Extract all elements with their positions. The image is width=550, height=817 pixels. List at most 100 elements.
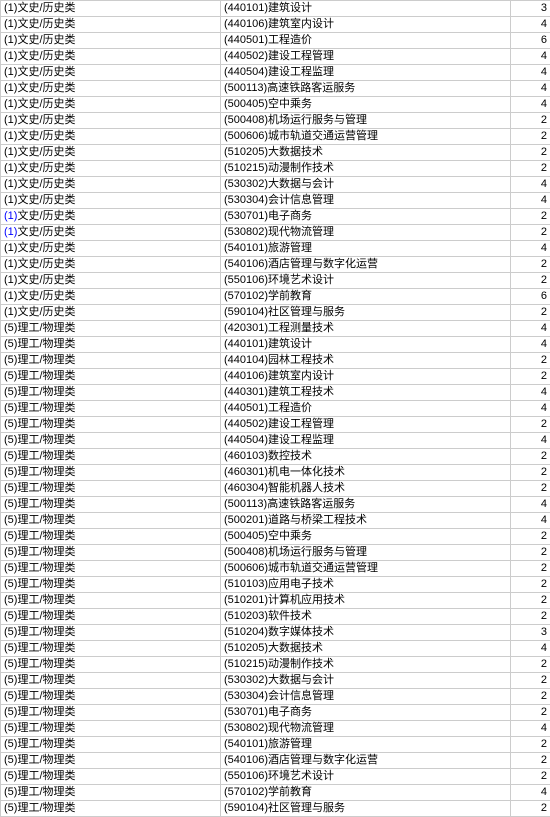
- course-code: (440101): [224, 338, 268, 350]
- category-text: 理工/物理类: [17, 322, 75, 334]
- category-text: 理工/物理类: [17, 770, 75, 782]
- number-cell: 2: [511, 353, 550, 369]
- category-text: 文史/历史类: [17, 82, 75, 94]
- category-code: (1): [4, 226, 17, 238]
- category-text: 理工/物理类: [17, 642, 75, 654]
- category-cell: (1)文史/历史类: [1, 33, 221, 49]
- course-cell: (540101)旅游管理: [221, 241, 511, 257]
- course-cell: (530701)电子商务: [221, 705, 511, 721]
- number-cell: 4: [511, 785, 550, 801]
- category-cell: (5)理工/物理类: [1, 529, 221, 545]
- course-cell: (510215)动漫制作技术: [221, 161, 511, 177]
- course-text: 环境艺术设计: [268, 274, 334, 286]
- course-cell: (510201)计算机应用技术: [221, 593, 511, 609]
- category-cell: (5)理工/物理类: [1, 433, 221, 449]
- category-text: 理工/物理类: [17, 434, 75, 446]
- course-code: (460304): [224, 482, 268, 494]
- category-text: 文史/历史类: [17, 2, 75, 14]
- course-text: 大数据与会计: [268, 178, 334, 190]
- category-text: 理工/物理类: [17, 754, 75, 766]
- course-code: (440106): [224, 370, 268, 382]
- course-code: (500405): [224, 530, 268, 542]
- category-text: 理工/物理类: [17, 482, 75, 494]
- table-row: (5)理工/物理类(510103)应用电子技术2: [1, 577, 550, 593]
- course-cell: (530302)大数据与会计: [221, 177, 511, 193]
- course-code: (440501): [224, 402, 268, 414]
- course-cell: (500606)城市轨道交通运营管理: [221, 561, 511, 577]
- table-row: (1)文史/历史类(510205)大数据技术2: [1, 145, 550, 161]
- course-code: (500113): [224, 82, 267, 94]
- course-code: (510103): [224, 578, 268, 590]
- course-code: (440502): [224, 50, 268, 62]
- number-cell: 2: [511, 305, 550, 321]
- course-cell: (510205)大数据技术: [221, 641, 511, 657]
- course-cell: (530304)会计信息管理: [221, 689, 511, 705]
- category-cell: (1)文史/历史类: [1, 97, 221, 113]
- course-text: 学前教育: [268, 290, 312, 302]
- course-code: (540101): [224, 738, 268, 750]
- table-row: (5)理工/物理类(550106)环境艺术设计2: [1, 769, 550, 785]
- category-text: 理工/物理类: [17, 418, 75, 430]
- course-text: 机场运行服务与管理: [268, 546, 367, 558]
- number-cell: 2: [511, 113, 550, 129]
- category-text: 理工/物理类: [17, 802, 75, 814]
- course-code: (510201): [224, 594, 268, 606]
- course-code: (500606): [224, 562, 268, 574]
- table-row: (1)文史/历史类(440101)建筑设计3: [1, 1, 550, 17]
- category-code: (5): [4, 786, 17, 798]
- category-code: (5): [4, 434, 17, 446]
- number-cell: 4: [511, 177, 550, 193]
- table-row: (5)理工/物理类(510215)动漫制作技术2: [1, 657, 550, 673]
- number-cell: 4: [511, 49, 550, 65]
- category-text: 理工/物理类: [17, 738, 75, 750]
- course-text: 酒店管理与数字化运营: [268, 754, 378, 766]
- category-cell: (5)理工/物理类: [1, 449, 221, 465]
- number-cell: 3: [511, 625, 550, 641]
- category-cell: (1)文史/历史类: [1, 273, 221, 289]
- table-row: (5)理工/物理类(590104)社区管理与服务2: [1, 801, 550, 817]
- course-text: 现代物流管理: [268, 722, 334, 734]
- table-row: (1)文史/历史类(500606)城市轨道交通运营管理2: [1, 129, 550, 145]
- number-cell: 2: [511, 689, 550, 705]
- course-text: 空中乘务: [268, 98, 312, 110]
- course-text: 工程造价: [268, 34, 312, 46]
- category-text: 文史/历史类: [17, 226, 75, 238]
- category-cell: (5)理工/物理类: [1, 353, 221, 369]
- course-text: 建筑工程技术: [268, 386, 334, 398]
- number-cell: 2: [511, 417, 550, 433]
- category-text: 理工/物理类: [17, 594, 75, 606]
- course-code: (440101): [224, 2, 268, 14]
- category-text: 文史/历史类: [17, 194, 75, 206]
- category-code: (1): [4, 50, 17, 62]
- number-cell: 4: [511, 513, 550, 529]
- category-code: (5): [4, 770, 17, 782]
- course-cell: (440502)建设工程管理: [221, 49, 511, 65]
- table-row: (5)理工/物理类(540101)旅游管理2: [1, 737, 550, 753]
- course-cell: (460301)机电一体化技术: [221, 465, 511, 481]
- category-text: 理工/物理类: [17, 690, 75, 702]
- course-text: 学前教育: [268, 786, 312, 798]
- course-code: (500201): [224, 514, 268, 526]
- category-cell: (5)理工/物理类: [1, 753, 221, 769]
- course-code: (590104): [224, 802, 268, 814]
- course-text: 道路与桥梁工程技术: [268, 514, 367, 526]
- course-text: 计算机应用技术: [268, 594, 345, 606]
- category-code: (1): [4, 130, 17, 142]
- table-row: (5)理工/物理类(460103)数控技术2: [1, 449, 550, 465]
- course-cell: (550106)环境艺术设计: [221, 273, 511, 289]
- category-code: (5): [4, 626, 17, 638]
- category-cell: (1)文史/历史类: [1, 145, 221, 161]
- table-row: (5)理工/物理类(440101)建筑设计4: [1, 337, 550, 353]
- category-code: (1): [4, 258, 17, 270]
- course-text: 大数据与会计: [268, 674, 334, 686]
- category-text: 理工/物理类: [17, 370, 75, 382]
- category-text: 文史/历史类: [17, 98, 75, 110]
- course-cell: (500201)道路与桥梁工程技术: [221, 513, 511, 529]
- number-cell: 6: [511, 289, 550, 305]
- course-code: (530701): [224, 210, 268, 222]
- course-text: 会计信息管理: [268, 194, 334, 206]
- category-code: (1): [4, 194, 17, 206]
- category-cell: (5)理工/物理类: [1, 481, 221, 497]
- course-code: (500408): [224, 546, 268, 558]
- category-cell: (5)理工/物理类: [1, 689, 221, 705]
